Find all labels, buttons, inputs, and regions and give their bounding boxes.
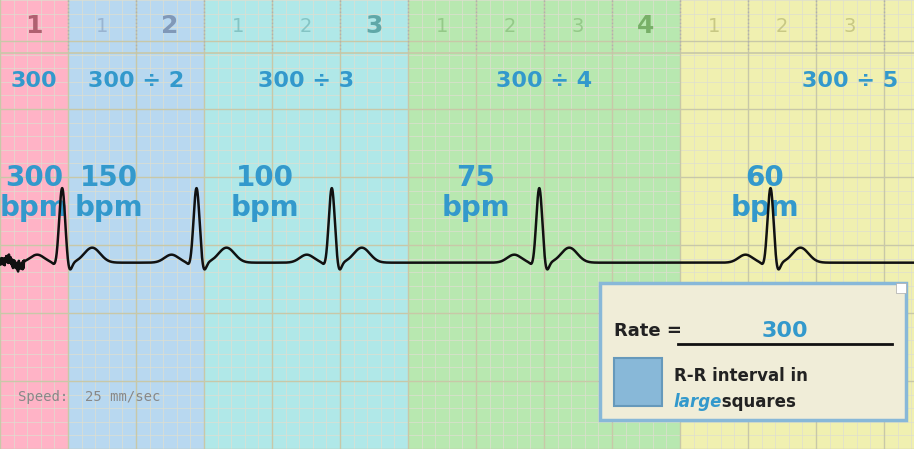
Text: squares: squares <box>716 393 795 411</box>
Text: 1: 1 <box>26 14 43 39</box>
Text: 75
bpm: 75 bpm <box>441 164 510 222</box>
Bar <box>680 0 914 449</box>
Text: 300 ÷ 2: 300 ÷ 2 <box>88 71 184 91</box>
Bar <box>68 0 204 449</box>
Bar <box>0 0 68 449</box>
Text: 1: 1 <box>96 17 108 36</box>
Text: 2: 2 <box>161 14 179 39</box>
Bar <box>204 0 408 449</box>
Text: 1: 1 <box>436 17 448 36</box>
Text: 3: 3 <box>572 17 584 36</box>
Text: 3: 3 <box>366 14 383 39</box>
Bar <box>600 283 906 420</box>
Text: Speed:  25 mm/sec: Speed: 25 mm/sec <box>18 390 160 404</box>
Text: 60
bpm: 60 bpm <box>730 164 800 222</box>
Text: 2: 2 <box>300 17 313 36</box>
Text: 2: 2 <box>776 17 788 36</box>
Text: 1: 1 <box>232 17 244 36</box>
Text: 300 ÷ 5: 300 ÷ 5 <box>802 71 898 91</box>
Bar <box>613 358 662 406</box>
Text: 4: 4 <box>637 14 654 39</box>
Text: R-R interval in: R-R interval in <box>674 367 807 385</box>
Bar <box>408 0 680 449</box>
Text: 3: 3 <box>844 17 856 36</box>
Text: Rate =: Rate = <box>613 322 682 340</box>
Text: large: large <box>674 393 722 411</box>
Bar <box>896 283 906 293</box>
Text: 300 ÷ 3: 300 ÷ 3 <box>258 71 354 91</box>
Text: 300: 300 <box>761 321 808 341</box>
Text: 300: 300 <box>11 71 58 91</box>
Text: 2: 2 <box>504 17 516 36</box>
Text: 150
bpm: 150 bpm <box>74 164 143 222</box>
Text: 100
bpm: 100 bpm <box>231 164 300 222</box>
Text: 300
bpm: 300 bpm <box>0 164 69 222</box>
Text: 4: 4 <box>912 17 914 36</box>
Text: 1: 1 <box>707 17 720 36</box>
Text: 300 ÷ 4: 300 ÷ 4 <box>496 71 592 91</box>
